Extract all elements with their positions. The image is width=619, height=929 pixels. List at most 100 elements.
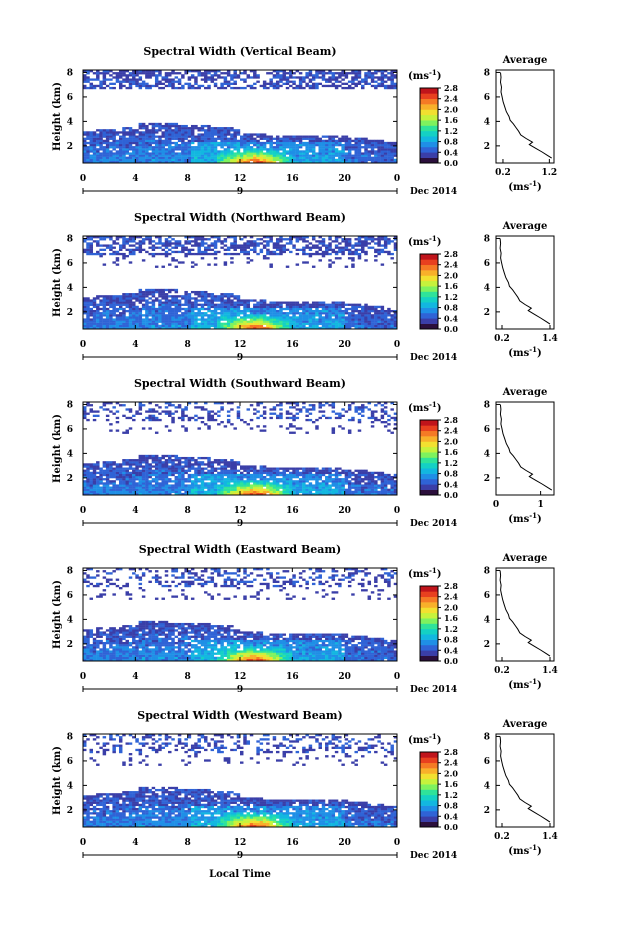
- heatmap-cell: [226, 484, 231, 487]
- heatmap-cell: [230, 154, 234, 157]
- heatmap-cell: [132, 131, 136, 134]
- heatmap-cell: [102, 70, 107, 73]
- heatmap-cell: [279, 314, 283, 317]
- heatmap-cell: [315, 156, 319, 159]
- heatmap-cell: [246, 473, 251, 477]
- heatmap-cell: [240, 152, 244, 155]
- heatmap-cell: [207, 146, 211, 149]
- heatmap-cell: [275, 238, 280, 241]
- heatmap-cell: [112, 303, 116, 306]
- heatmap-cell: [125, 158, 129, 162]
- heatmap-cell: [341, 82, 345, 85]
- heatmap-cell: [138, 156, 143, 159]
- heatmap-cell: [275, 318, 280, 321]
- heatmap-cell: [338, 72, 342, 75]
- heatmap-cell: [128, 86, 133, 90]
- heatmap-cell: [164, 475, 169, 479]
- heatmap-cell: [197, 158, 201, 162]
- heatmap-cell: [292, 305, 296, 309]
- heatmap-cell: [347, 156, 352, 159]
- heatmap-cell: [390, 324, 394, 328]
- heatmap-cell: [96, 305, 100, 309]
- heatmap-cell: [262, 316, 267, 319]
- heatmap-cell: [370, 78, 375, 81]
- heatmap-cell: [207, 248, 211, 251]
- heatmap-cell: [282, 141, 286, 145]
- heatmap-cell: [125, 76, 129, 79]
- heatmap-cell: [194, 467, 198, 470]
- heatmap-cell: [334, 322, 339, 325]
- heatmap-cell: [272, 152, 277, 155]
- heatmap-cell: [109, 301, 113, 304]
- heatmap-cell: [243, 314, 247, 317]
- heatmap-cell: [243, 484, 247, 487]
- heatmap-cell: [354, 72, 358, 75]
- heatmap-cell: [187, 305, 192, 309]
- heatmap-cell: [181, 244, 185, 247]
- heatmap-cell: [151, 160, 156, 164]
- heatmap-cell: [325, 78, 329, 81]
- heatmap-cell: [83, 490, 87, 494]
- heatmap-cell: [334, 250, 339, 254]
- heatmap-cell: [125, 156, 129, 159]
- heatmap-cell: [236, 139, 241, 143]
- heatmap-cell: [338, 246, 342, 249]
- heatmap-cell: [135, 150, 139, 153]
- heatmap-cell: [275, 146, 280, 149]
- heatmap-cell: [249, 486, 254, 489]
- heatmap-cell: [279, 490, 283, 494]
- heatmap-cell: [115, 307, 120, 311]
- heatmap-cell: [145, 305, 149, 309]
- heatmap-cell: [164, 463, 169, 466]
- heatmap-cell: [96, 156, 100, 159]
- heatmap-cell: [128, 471, 133, 475]
- heatmap-cell: [102, 146, 107, 149]
- heatmap-cell: [151, 480, 156, 483]
- heatmap-cell: [364, 74, 368, 77]
- heatmap-cell: [308, 324, 313, 328]
- heatmap-cell: [200, 148, 205, 151]
- heatmap-cell: [361, 246, 365, 249]
- heatmap-cell: [253, 309, 257, 313]
- heatmap-cell: [177, 305, 182, 309]
- heatmap-cell: [204, 320, 208, 323]
- heatmap-cell: [184, 312, 188, 315]
- heatmap-cell: [236, 160, 241, 164]
- heatmap-cell: [253, 314, 257, 317]
- heatmap-cell: [269, 469, 273, 472]
- heatmap-cell: [315, 326, 319, 330]
- heatmap-cell: [207, 295, 211, 298]
- heatmap-cell: [285, 80, 290, 83]
- heatmap-cell: [154, 469, 159, 472]
- heatmap-cell: [190, 261, 195, 264]
- heatmap-cell: [138, 326, 143, 330]
- heatmap-cell: [223, 488, 228, 491]
- heatmap-cell: [148, 129, 152, 132]
- heatmap-cell: [226, 158, 231, 162]
- heatmap-cell: [253, 244, 257, 247]
- heatmap-cell: [177, 82, 182, 85]
- heatmap-cell: [249, 240, 254, 243]
- heatmap-cell: [141, 469, 146, 472]
- heatmap-cell: [138, 297, 143, 300]
- heatmap-cell: [347, 242, 352, 245]
- colorbar-swatch: [420, 146, 438, 153]
- heatmap-cell: [200, 293, 205, 296]
- heatmap-cell: [285, 307, 290, 311]
- heatmap-cell: [138, 148, 143, 151]
- heatmap-cell: [236, 303, 241, 306]
- heatmap-cell: [347, 244, 352, 247]
- heatmap-cell: [154, 410, 159, 413]
- heatmap-cell: [387, 158, 391, 162]
- heatmap-cell: [83, 303, 87, 306]
- heatmap-cell: [344, 156, 349, 159]
- heatmap-cell: [328, 307, 332, 311]
- heatmap-cell: [168, 412, 172, 415]
- heatmap-cell: [171, 82, 175, 85]
- heatmap-cell: [174, 318, 179, 321]
- heatmap-cell: [151, 248, 156, 251]
- heatmap-cell: [253, 467, 257, 470]
- heatmap-cell: [285, 316, 290, 319]
- heatmap-cell: [177, 475, 182, 479]
- heatmap-cell: [92, 86, 97, 90]
